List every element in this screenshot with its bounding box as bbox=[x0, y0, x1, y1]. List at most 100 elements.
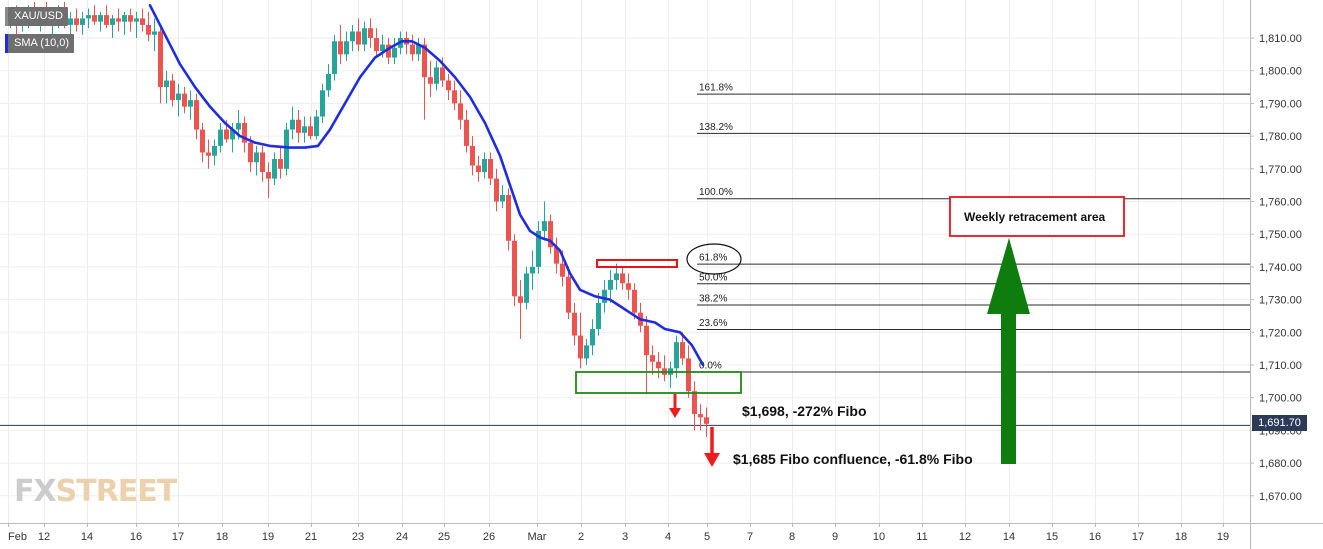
candle-body bbox=[338, 41, 343, 55]
sma-swatch bbox=[5, 34, 8, 53]
sma-legend[interactable]: SMA (10,0) bbox=[5, 34, 75, 53]
candle-body bbox=[242, 123, 247, 143]
candle-body bbox=[356, 31, 361, 45]
watermark-street: STREET bbox=[55, 474, 178, 509]
candle-body bbox=[698, 414, 703, 418]
x-tick-label: 12 bbox=[959, 531, 971, 543]
x-tick-label: 19 bbox=[262, 531, 274, 543]
x-tick-label: 24 bbox=[396, 531, 408, 543]
weekly-retracement-box bbox=[949, 196, 1125, 237]
x-tick-label: 14 bbox=[81, 531, 93, 543]
support-box bbox=[575, 371, 742, 394]
candle-body bbox=[602, 289, 607, 303]
candle-body bbox=[278, 158, 283, 169]
candle-body bbox=[536, 230, 541, 267]
candle-body bbox=[554, 247, 559, 264]
candle-body bbox=[194, 100, 199, 130]
x-tick-label: 11 bbox=[916, 531, 927, 543]
symbol-legend[interactable]: XAU/USD bbox=[5, 7, 68, 26]
sma-line bbox=[148, 4, 705, 367]
x-tick-label: Feb bbox=[8, 531, 27, 543]
candle-body bbox=[680, 342, 685, 359]
candle-body bbox=[296, 119, 301, 133]
candle-body bbox=[440, 67, 445, 81]
candle-body bbox=[626, 283, 631, 290]
candle-body bbox=[290, 119, 295, 130]
candle-body bbox=[188, 100, 193, 107]
candle-body bbox=[566, 276, 571, 313]
fib-label: 50.0% bbox=[699, 272, 727, 283]
candle-body bbox=[464, 119, 469, 146]
red-arrow-1-head bbox=[669, 408, 681, 418]
candle-body bbox=[158, 31, 163, 88]
y-tick-label: 1,790.00 bbox=[1259, 98, 1302, 110]
y-tick-label: 1,670.00 bbox=[1259, 491, 1302, 503]
y-tick-label: 1,700.00 bbox=[1259, 393, 1302, 405]
candle-body bbox=[458, 103, 463, 120]
candle-body bbox=[350, 31, 355, 42]
fib-label: 138.2% bbox=[699, 122, 733, 133]
candle-body bbox=[80, 18, 85, 25]
fibo-confluence-label: $1,685 Fibo confluence, -61.8% Fibo bbox=[733, 451, 973, 467]
sma-label: SMA (10,0) bbox=[14, 37, 70, 49]
y-tick-label: 1,800.00 bbox=[1259, 66, 1302, 78]
candle-body bbox=[452, 90, 457, 104]
candle-body bbox=[176, 93, 181, 101]
candle-body bbox=[392, 47, 397, 58]
candle-body bbox=[686, 358, 691, 392]
fib-label: 0.0% bbox=[699, 361, 722, 372]
x-tick-label: 18 bbox=[1175, 531, 1187, 543]
x-tick-label: 12 bbox=[38, 531, 50, 543]
candle-body bbox=[212, 145, 217, 156]
fib-label: 38.2% bbox=[699, 294, 727, 305]
x-tick-label: 4 bbox=[665, 531, 671, 543]
x-axis-labels: Feb 12 14 16 17 18 19 21 23 24 25 26 Mar 2 3 4 5 7 8 9 10 11 1… bbox=[8, 523, 1229, 543]
green-arrow-head bbox=[987, 238, 1030, 314]
y-tick-label: 1,680.00 bbox=[1259, 458, 1302, 470]
candle-body bbox=[272, 158, 277, 179]
candle-body bbox=[518, 296, 523, 303]
candle-body bbox=[320, 90, 325, 117]
candle-body bbox=[488, 158, 493, 179]
candle-body bbox=[614, 273, 619, 280]
candle-body bbox=[482, 158, 487, 173]
x-tick-label: 15 bbox=[1046, 531, 1058, 543]
x-tick-label: 19 bbox=[1217, 531, 1229, 543]
candle-body bbox=[362, 28, 367, 45]
candle-body bbox=[410, 44, 415, 55]
x-tick-label: 14 bbox=[1003, 531, 1015, 543]
x-tick-label: 23 bbox=[352, 531, 364, 543]
candle-body bbox=[314, 116, 319, 137]
symbol-label: XAU/USD bbox=[14, 10, 63, 22]
green-arrow-shaft bbox=[1001, 314, 1016, 464]
candle-body bbox=[170, 80, 175, 101]
candle-body bbox=[122, 15, 127, 22]
candle-body bbox=[590, 329, 595, 346]
candle-body bbox=[374, 38, 379, 52]
x-tick-label: 8 bbox=[789, 531, 795, 543]
candle-body bbox=[632, 289, 637, 313]
x-tick-label: 7 bbox=[747, 531, 753, 543]
candle-body bbox=[92, 15, 97, 22]
fibo-272-label: $1,698, -272% Fibo bbox=[742, 403, 867, 419]
candle-body bbox=[434, 67, 439, 84]
candle-body bbox=[104, 15, 109, 25]
symbol-swatch bbox=[5, 7, 8, 26]
candle-body bbox=[650, 355, 655, 362]
candle-body bbox=[548, 221, 553, 248]
candle-body bbox=[446, 80, 451, 91]
candle-body bbox=[344, 41, 349, 55]
candle-body bbox=[608, 279, 613, 290]
x-tick-label: 9 bbox=[832, 531, 838, 543]
candle-body bbox=[224, 129, 229, 140]
candle-body bbox=[128, 15, 133, 22]
candle-body bbox=[206, 152, 211, 156]
candle-body bbox=[326, 73, 331, 91]
resistance-box bbox=[596, 259, 678, 268]
candle-body bbox=[284, 129, 289, 169]
watermark-fx: FX bbox=[14, 474, 57, 509]
fibonacci-levels: 161.8% 138.2% 100.0% 61.8% 50.0% 38.2% 23.6% 0.… bbox=[697, 83, 1250, 373]
